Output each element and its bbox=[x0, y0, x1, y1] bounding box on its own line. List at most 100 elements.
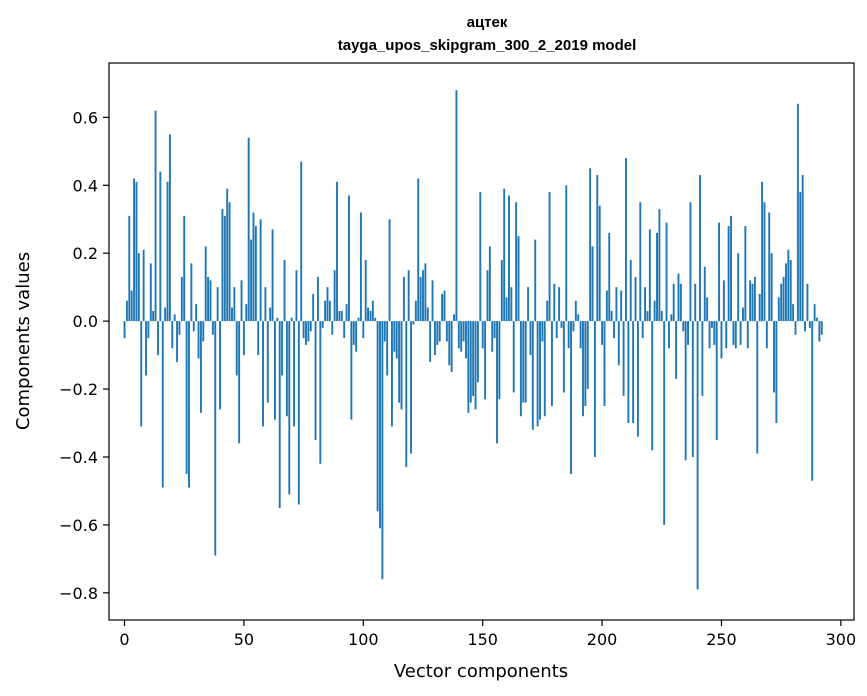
bar bbox=[742, 307, 744, 322]
bar bbox=[522, 321, 525, 403]
bar bbox=[388, 219, 391, 322]
bar bbox=[274, 321, 276, 420]
bar bbox=[199, 321, 202, 413]
bar bbox=[629, 259, 632, 322]
bar bbox=[804, 321, 806, 332]
bar bbox=[202, 321, 205, 342]
bar bbox=[391, 321, 393, 427]
bar bbox=[512, 321, 515, 393]
bar bbox=[627, 321, 630, 424]
bar bbox=[350, 321, 353, 420]
bar bbox=[328, 300, 331, 322]
bar bbox=[651, 321, 654, 451]
bar bbox=[290, 317, 293, 322]
bar bbox=[250, 239, 253, 322]
bar bbox=[457, 321, 460, 349]
bar bbox=[305, 321, 307, 345]
bar bbox=[383, 321, 386, 342]
bar bbox=[302, 321, 305, 339]
bar bbox=[345, 304, 348, 322]
bar bbox=[192, 321, 195, 332]
bar bbox=[737, 253, 740, 322]
bar bbox=[529, 321, 532, 356]
bar bbox=[558, 287, 561, 322]
bar bbox=[713, 321, 716, 345]
y-tick-label: −0.6 bbox=[59, 516, 98, 535]
bar bbox=[634, 276, 637, 322]
bar bbox=[565, 185, 568, 322]
bar bbox=[140, 321, 143, 427]
bar bbox=[792, 304, 795, 322]
bar bbox=[567, 321, 570, 349]
bar bbox=[517, 236, 520, 322]
bar bbox=[259, 219, 262, 322]
bar bbox=[355, 321, 358, 352]
bar bbox=[508, 195, 510, 322]
bar bbox=[763, 202, 766, 322]
bar bbox=[168, 134, 171, 322]
bar bbox=[677, 273, 680, 322]
bar bbox=[371, 300, 374, 322]
bar bbox=[407, 270, 410, 322]
bar bbox=[166, 181, 169, 322]
bar bbox=[381, 321, 384, 580]
bar bbox=[679, 283, 682, 322]
bar bbox=[730, 215, 732, 322]
bar bbox=[157, 321, 159, 356]
bar bbox=[484, 321, 487, 400]
bar bbox=[238, 321, 241, 444]
bar bbox=[691, 321, 694, 457]
bar bbox=[699, 175, 701, 322]
bar bbox=[639, 202, 642, 322]
bar bbox=[197, 321, 200, 359]
bar bbox=[164, 307, 167, 322]
bar bbox=[297, 321, 300, 505]
bar bbox=[474, 321, 477, 410]
bar bbox=[278, 321, 281, 508]
bar bbox=[204, 246, 207, 322]
bar bbox=[775, 321, 778, 424]
bar bbox=[219, 321, 221, 410]
bar bbox=[603, 321, 606, 407]
bar bbox=[555, 321, 558, 339]
bar bbox=[608, 232, 611, 322]
bar bbox=[689, 202, 692, 322]
x-axis-ticks: 0 50 100 150 200 250 300 bbox=[119, 620, 856, 649]
bar bbox=[584, 321, 587, 407]
bar bbox=[288, 321, 291, 495]
bar bbox=[400, 321, 403, 410]
bar bbox=[147, 321, 150, 339]
bar bbox=[756, 321, 759, 454]
bar bbox=[433, 321, 436, 356]
bar bbox=[632, 321, 635, 424]
bar bbox=[646, 310, 649, 322]
bar bbox=[266, 321, 269, 403]
bar bbox=[316, 276, 319, 322]
bar bbox=[324, 300, 327, 322]
bar bbox=[123, 321, 126, 339]
bar bbox=[777, 297, 780, 322]
bar bbox=[455, 90, 458, 322]
bar bbox=[579, 321, 582, 349]
bar bbox=[319, 321, 322, 464]
bar bbox=[622, 321, 625, 396]
y-tick-label: −0.8 bbox=[59, 584, 98, 603]
bar bbox=[725, 321, 728, 349]
x-tick-label: 200 bbox=[587, 630, 618, 649]
bar bbox=[493, 321, 496, 339]
bar bbox=[221, 209, 224, 322]
bar bbox=[734, 321, 737, 349]
bar bbox=[641, 321, 644, 339]
bar bbox=[321, 321, 324, 328]
bar bbox=[653, 300, 656, 322]
bar bbox=[257, 321, 260, 356]
bar bbox=[295, 270, 298, 322]
bar bbox=[696, 321, 699, 590]
y-tick-label: −0.4 bbox=[59, 448, 98, 467]
bar bbox=[422, 270, 424, 322]
bar bbox=[519, 321, 522, 417]
bar bbox=[727, 226, 730, 322]
bar bbox=[472, 321, 475, 396]
bar bbox=[161, 321, 164, 488]
